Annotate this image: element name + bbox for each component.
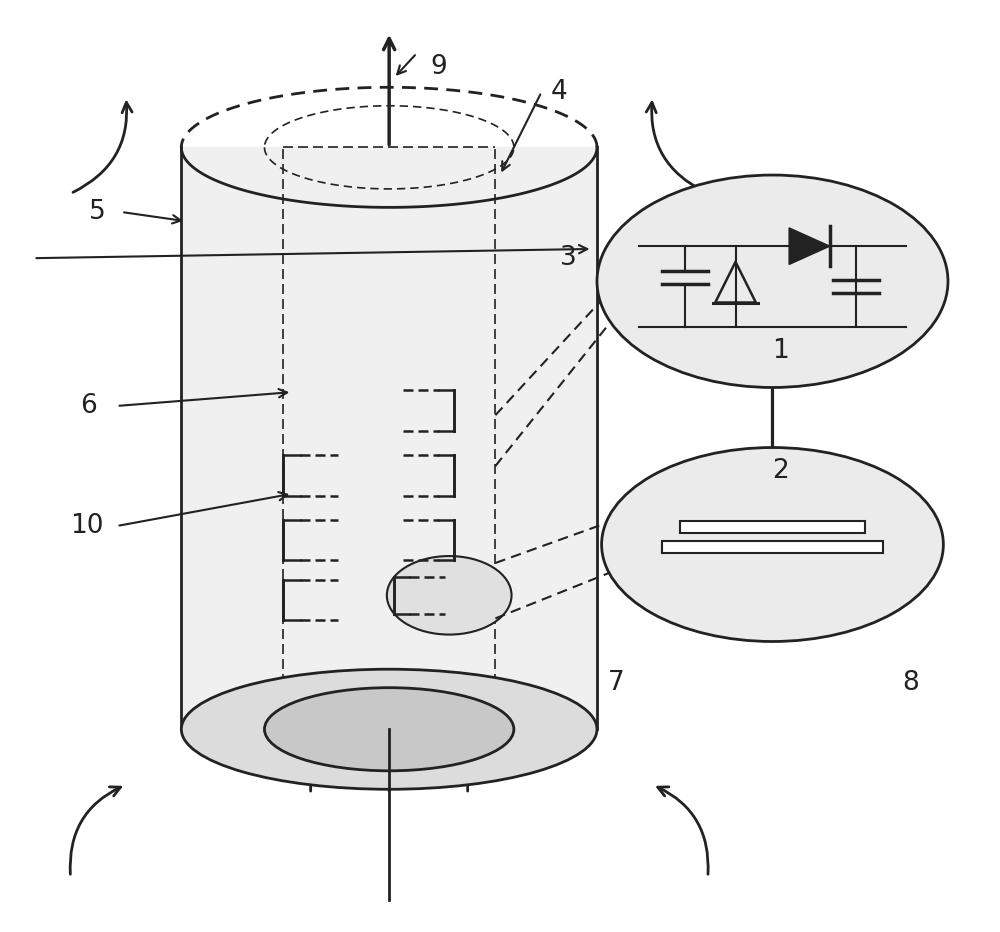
Text: 10: 10 bbox=[70, 513, 104, 539]
Text: 6: 6 bbox=[80, 393, 96, 419]
Ellipse shape bbox=[602, 447, 943, 641]
Text: 8: 8 bbox=[902, 670, 919, 696]
Text: 9: 9 bbox=[431, 54, 447, 80]
Ellipse shape bbox=[264, 688, 514, 771]
Text: 7: 7 bbox=[608, 670, 625, 696]
Text: 2: 2 bbox=[772, 458, 789, 484]
Text: 1: 1 bbox=[772, 337, 789, 363]
Ellipse shape bbox=[387, 556, 512, 635]
Text: 3: 3 bbox=[560, 245, 577, 271]
Bar bbox=[662, 541, 883, 553]
Bar bbox=[181, 147, 597, 729]
Ellipse shape bbox=[181, 669, 597, 789]
Polygon shape bbox=[789, 228, 830, 265]
Text: 4: 4 bbox=[551, 79, 568, 105]
Ellipse shape bbox=[597, 175, 948, 388]
Bar bbox=[680, 521, 865, 533]
Text: 5: 5 bbox=[89, 199, 106, 225]
